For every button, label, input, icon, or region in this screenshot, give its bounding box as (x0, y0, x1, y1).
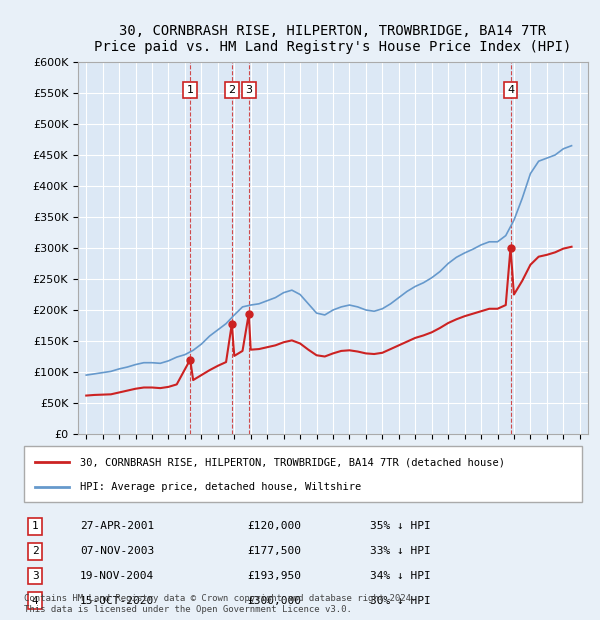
Text: 4: 4 (507, 85, 514, 95)
Text: 1: 1 (32, 521, 38, 531)
Title: 30, CORNBRASH RISE, HILPERTON, TROWBRIDGE, BA14 7TR
Price paid vs. HM Land Regis: 30, CORNBRASH RISE, HILPERTON, TROWBRIDG… (94, 24, 572, 54)
Text: £120,000: £120,000 (247, 521, 301, 531)
FancyBboxPatch shape (24, 446, 582, 502)
Text: 2: 2 (228, 85, 235, 95)
Text: 4: 4 (32, 596, 38, 606)
Text: Contains HM Land Registry data © Crown copyright and database right 2024.
This d: Contains HM Land Registry data © Crown c… (24, 595, 416, 614)
Text: 3: 3 (32, 571, 38, 581)
Text: HPI: Average price, detached house, Wiltshire: HPI: Average price, detached house, Wilt… (80, 482, 361, 492)
Text: £193,950: £193,950 (247, 571, 301, 581)
Text: 15-OCT-2020: 15-OCT-2020 (80, 596, 154, 606)
Text: 30, CORNBRASH RISE, HILPERTON, TROWBRIDGE, BA14 7TR (detached house): 30, CORNBRASH RISE, HILPERTON, TROWBRIDG… (80, 457, 505, 467)
Text: 07-NOV-2003: 07-NOV-2003 (80, 546, 154, 556)
Text: 2: 2 (32, 546, 38, 556)
Text: 19-NOV-2004: 19-NOV-2004 (80, 571, 154, 581)
Text: £177,500: £177,500 (247, 546, 301, 556)
Text: £300,000: £300,000 (247, 596, 301, 606)
Text: 1: 1 (187, 85, 194, 95)
Text: 3: 3 (245, 85, 252, 95)
Text: 35% ↓ HPI: 35% ↓ HPI (370, 521, 431, 531)
Text: 30% ↓ HPI: 30% ↓ HPI (370, 596, 431, 606)
Text: 27-APR-2001: 27-APR-2001 (80, 521, 154, 531)
Text: 33% ↓ HPI: 33% ↓ HPI (370, 546, 431, 556)
Text: 34% ↓ HPI: 34% ↓ HPI (370, 571, 431, 581)
